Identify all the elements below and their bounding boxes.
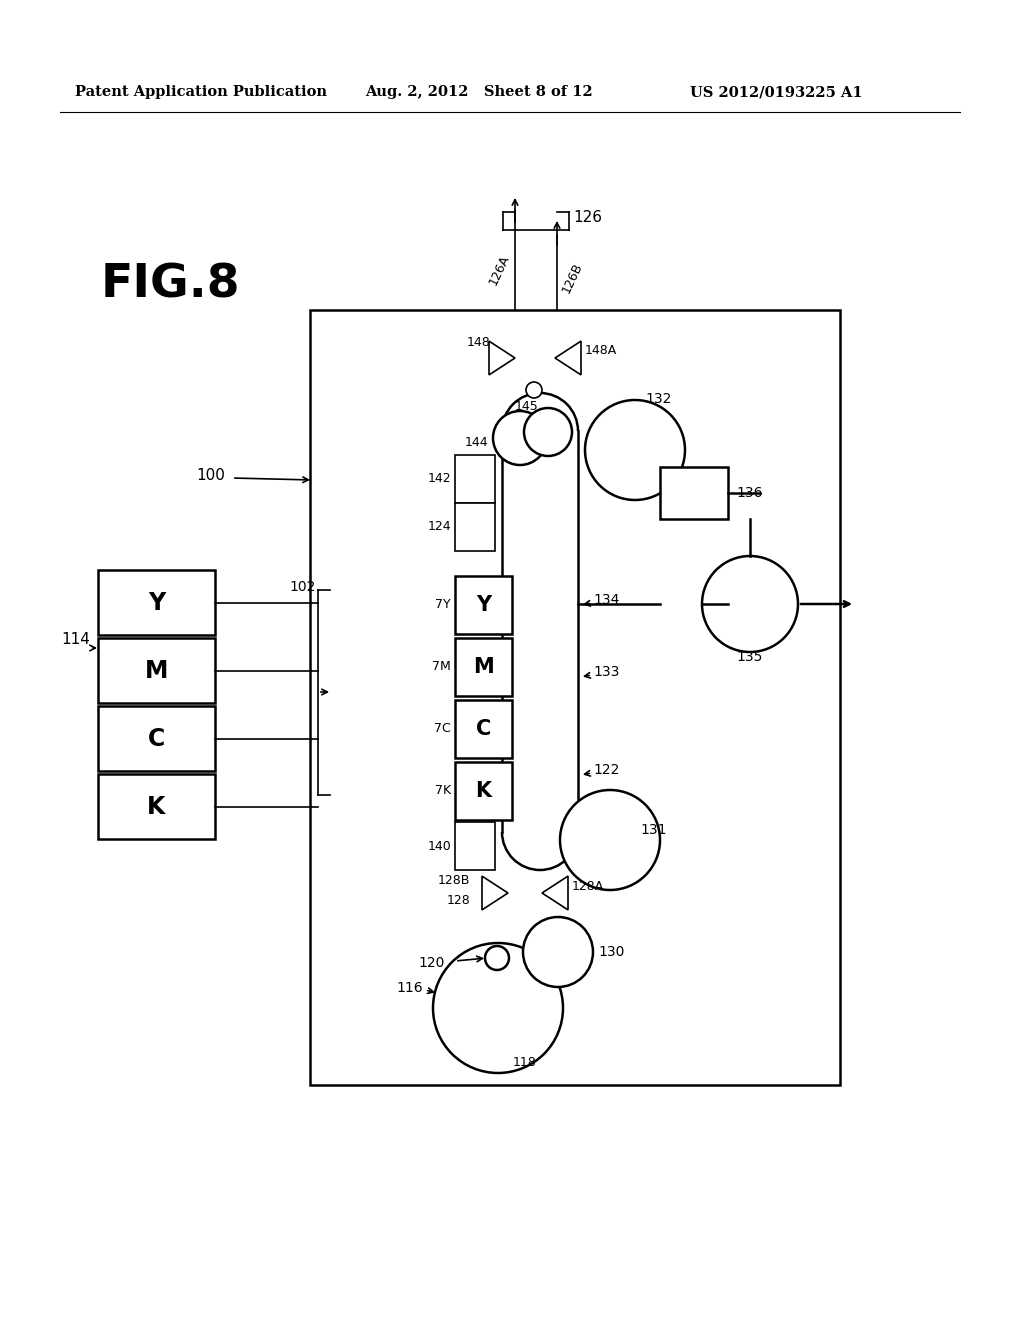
Bar <box>455 638 512 696</box>
Text: 122: 122 <box>593 763 620 777</box>
Circle shape <box>585 400 685 500</box>
Circle shape <box>523 917 593 987</box>
Text: 134: 134 <box>593 593 620 607</box>
Bar <box>455 822 495 870</box>
Text: M: M <box>144 659 168 682</box>
Text: 102: 102 <box>290 579 316 594</box>
Text: 114: 114 <box>61 632 90 648</box>
Polygon shape <box>555 341 581 375</box>
Circle shape <box>526 381 542 399</box>
Text: Patent Application Publication: Patent Application Publication <box>75 84 327 99</box>
Bar <box>455 762 512 820</box>
Circle shape <box>493 411 547 465</box>
Bar <box>455 503 495 550</box>
Text: 126A: 126A <box>486 252 512 288</box>
Text: 135: 135 <box>737 649 763 664</box>
Text: 126: 126 <box>573 210 602 224</box>
Polygon shape <box>542 876 568 909</box>
Bar <box>98 570 215 635</box>
Text: 120: 120 <box>419 956 445 970</box>
Text: 133: 133 <box>593 665 620 678</box>
Text: 116: 116 <box>396 981 423 995</box>
Text: 100: 100 <box>197 467 225 483</box>
Circle shape <box>433 942 563 1073</box>
Bar <box>503 355 577 832</box>
Text: 128B: 128B <box>437 874 470 887</box>
Polygon shape <box>482 876 508 909</box>
Text: 140: 140 <box>427 840 451 853</box>
Polygon shape <box>489 341 515 375</box>
Circle shape <box>702 556 798 652</box>
Text: 128: 128 <box>446 894 470 907</box>
Bar <box>455 576 512 634</box>
Bar <box>98 638 215 704</box>
Text: K: K <box>475 781 492 801</box>
Bar <box>310 310 840 1085</box>
Text: 130: 130 <box>598 945 625 960</box>
Bar <box>98 774 215 840</box>
Text: 126B: 126B <box>560 260 586 296</box>
Text: 124: 124 <box>427 520 451 533</box>
Bar <box>660 467 728 519</box>
Text: C: C <box>147 726 165 751</box>
Circle shape <box>524 408 572 455</box>
Text: Y: Y <box>476 595 492 615</box>
Text: 118: 118 <box>513 1056 537 1069</box>
Text: 128A: 128A <box>572 879 604 892</box>
Text: 148A: 148A <box>585 343 617 356</box>
Text: 7Y: 7Y <box>435 598 451 611</box>
Text: 7K: 7K <box>435 784 451 797</box>
Text: 142: 142 <box>427 473 451 486</box>
Text: 145: 145 <box>514 400 538 413</box>
Text: 7M: 7M <box>432 660 451 673</box>
Text: 136: 136 <box>736 486 763 500</box>
Text: K: K <box>147 795 166 818</box>
Text: 144: 144 <box>464 437 488 450</box>
Text: 7C: 7C <box>434 722 451 735</box>
Text: M: M <box>473 657 494 677</box>
Bar <box>455 700 512 758</box>
Text: US 2012/0193225 A1: US 2012/0193225 A1 <box>690 84 862 99</box>
Text: 132: 132 <box>645 392 672 407</box>
Text: FIG.8: FIG.8 <box>100 263 240 308</box>
Bar <box>455 455 495 503</box>
Circle shape <box>485 946 509 970</box>
Circle shape <box>560 789 660 890</box>
Text: Aug. 2, 2012   Sheet 8 of 12: Aug. 2, 2012 Sheet 8 of 12 <box>365 84 593 99</box>
Text: 148: 148 <box>466 335 490 348</box>
Text: 131: 131 <box>640 822 667 837</box>
Text: Y: Y <box>147 590 165 615</box>
Bar <box>98 706 215 771</box>
Text: C: C <box>476 719 492 739</box>
